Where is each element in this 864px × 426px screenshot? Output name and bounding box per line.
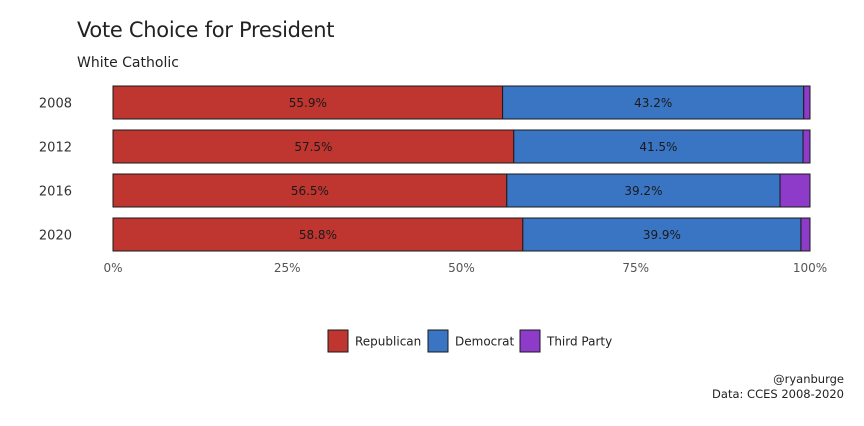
legend-label: Democrat: [455, 335, 515, 349]
x-tick-label: 25%: [274, 261, 301, 275]
category-label: 2016: [39, 185, 72, 200]
legend-label: Republican: [355, 335, 421, 349]
bar-segment: [803, 85, 811, 120]
data-label: 57.5%: [294, 140, 332, 154]
bar-segment: [779, 173, 811, 208]
x-tick-label: 100%: [793, 261, 827, 275]
category-label: 2008: [39, 97, 72, 112]
data-label: 39.9%: [643, 228, 681, 242]
data-label: 43.2%: [634, 96, 672, 110]
bar-segment: [513, 129, 804, 164]
bar-segment: [800, 217, 811, 252]
caption: @ryanburge Data: CCES 2008-2020: [712, 372, 844, 402]
data-label: 58.8%: [299, 228, 337, 242]
data-label: 41.5%: [639, 140, 677, 154]
caption-author: @ryanburge: [773, 372, 844, 386]
category-label: 2012: [39, 141, 72, 156]
caption-source: Data: CCES 2008-2020: [712, 387, 844, 401]
data-label: 56.5%: [291, 184, 329, 198]
bar-segment: [112, 217, 524, 252]
legend-swatch: [519, 329, 541, 353]
x-tick-label: 50%: [448, 261, 475, 275]
bar-segment: [522, 217, 802, 252]
bar-segment: [802, 129, 811, 164]
data-label: 55.9%: [289, 96, 327, 110]
x-tick-label: 75%: [622, 261, 649, 275]
category-label: 2020: [39, 229, 72, 244]
bar-segment: [112, 129, 515, 164]
bar-segment: [506, 173, 781, 208]
x-tick-label: 0%: [103, 261, 122, 275]
legend-swatch: [327, 329, 349, 353]
data-label: 39.2%: [624, 184, 662, 198]
chart-title: Vote Choice for President: [77, 18, 335, 42]
chart-subtitle: White Catholic: [77, 55, 179, 71]
bar-segment: [112, 85, 504, 120]
bar-segment: [112, 173, 508, 208]
legend-swatch: [427, 329, 449, 353]
legend-label: Third Party: [546, 335, 612, 349]
